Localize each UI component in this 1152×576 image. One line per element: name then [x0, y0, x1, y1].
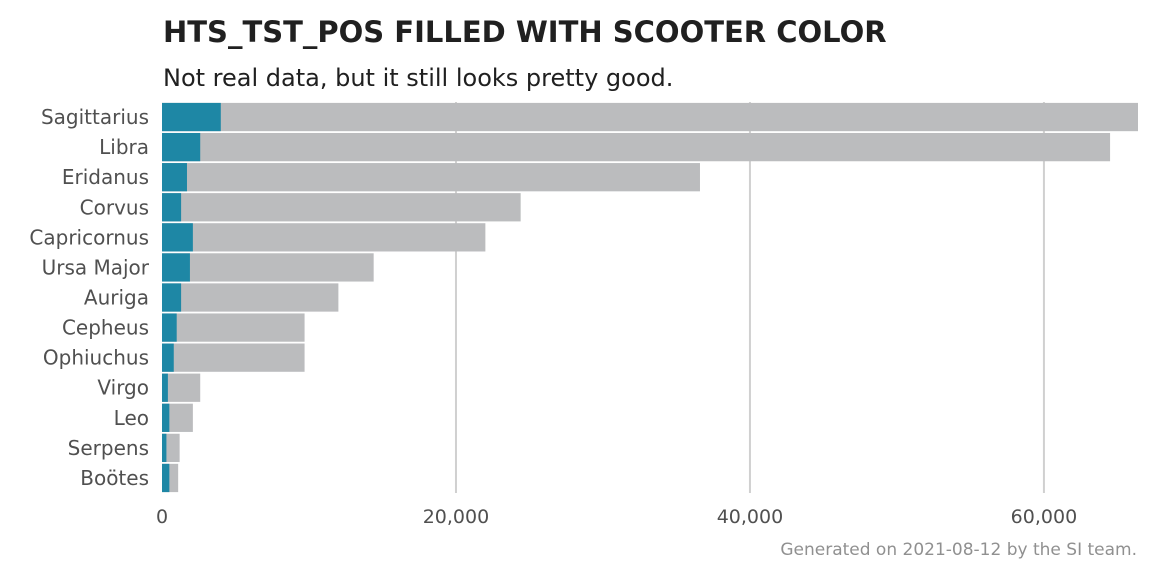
bar-total — [162, 102, 1138, 132]
category-label: Capricornus — [29, 225, 149, 249]
x-tick-label: 60,000 — [1011, 506, 1077, 528]
category-label: Sagittarius — [41, 105, 149, 129]
bar-positive — [162, 163, 187, 192]
bar-total — [162, 163, 700, 192]
category-label: Ursa Major — [42, 255, 150, 279]
bar-positive — [162, 253, 190, 282]
x-tick-label: 20,000 — [423, 506, 489, 528]
bar-total — [162, 283, 339, 312]
bar-total — [162, 373, 201, 402]
chart-title: HTS_TST_POS FILLED WITH SCOOTER COLOR — [163, 15, 887, 49]
bar-total — [162, 313, 305, 342]
bar-positive — [162, 433, 167, 463]
category-label: Virgo — [97, 376, 149, 400]
category-labels: Sagittarius Libra Eridanus Corvus Capricornu… — [29, 105, 149, 490]
category-label: Eridanus — [62, 165, 149, 189]
x-tick-label: 0 — [156, 506, 168, 528]
total-bars — [162, 102, 1138, 493]
bar-positive — [162, 283, 182, 312]
bar-positive — [162, 313, 177, 342]
bar-total — [162, 253, 374, 282]
bar-positive — [162, 102, 221, 132]
bar-positive — [162, 132, 201, 162]
chart-caption: Generated on 2021-08-12 by the SI team. — [780, 540, 1137, 560]
chart-subtitle: Not real data, but it still looks pretty… — [163, 64, 673, 92]
bar-positive — [162, 343, 174, 372]
bar-positive — [162, 463, 170, 493]
bar-total — [162, 132, 1111, 162]
category-label: Cepheus — [62, 316, 149, 340]
bar-total — [162, 193, 521, 222]
positive-bars — [162, 102, 221, 493]
bar-total — [162, 343, 305, 372]
category-label: Corvus — [80, 195, 149, 219]
category-label: Auriga — [84, 286, 149, 310]
x-tick-labels: 0 20,000 40,000 60,000 — [156, 506, 1077, 528]
category-label: Serpens — [68, 436, 149, 460]
bar-positive — [162, 223, 193, 252]
x-tick-label: 40,000 — [717, 506, 783, 528]
bar-positive — [162, 373, 168, 402]
category-label: Leo — [114, 406, 149, 430]
category-label: Ophiuchus — [43, 346, 149, 370]
bar-total — [162, 223, 486, 252]
category-label: Boötes — [80, 466, 149, 490]
category-label: Libra — [99, 135, 149, 159]
bar-positive — [162, 193, 182, 222]
bar-positive — [162, 403, 170, 432]
